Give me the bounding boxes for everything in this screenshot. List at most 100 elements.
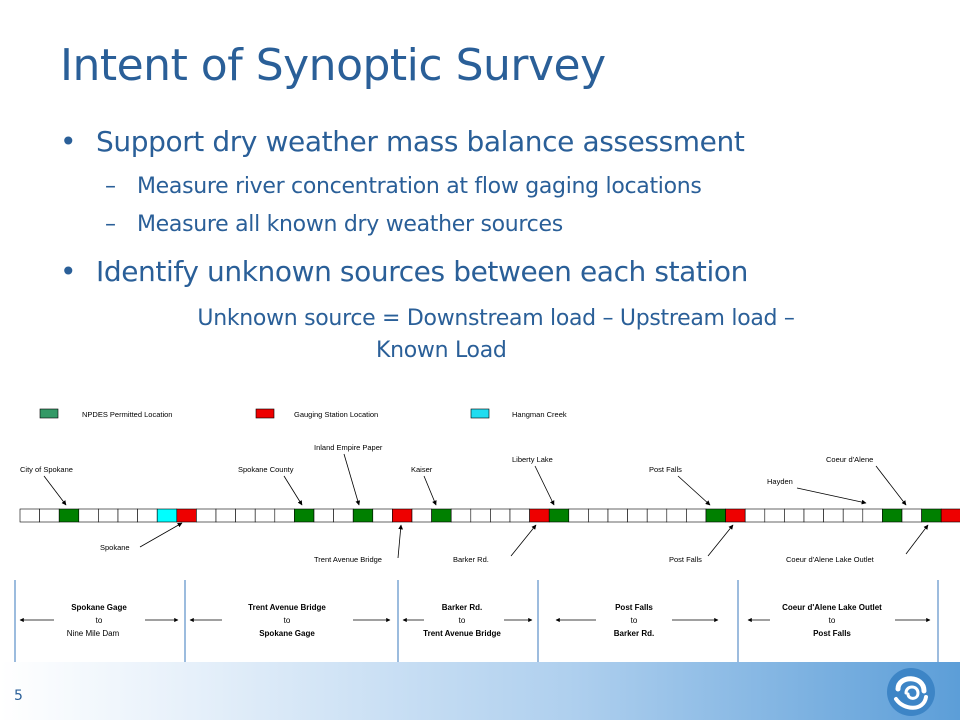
strip-cell bbox=[490, 508, 511, 523]
slide-title: Intent of Synoptic Survey bbox=[60, 40, 606, 91]
sub-bullet-2: – Measure all known dry weather sources bbox=[105, 212, 563, 237]
strip-cell bbox=[823, 508, 844, 523]
reach-3: Barker Rd. to Trent Avenue Bridge bbox=[402, 603, 533, 638]
arrow-post-falls-gauge bbox=[707, 524, 734, 557]
legend-swatch-hangman bbox=[470, 408, 490, 419]
strip-cell bbox=[842, 508, 864, 523]
page-number: 5 bbox=[14, 688, 23, 704]
strip-cell bbox=[39, 508, 60, 523]
reach-2-from: Trent Avenue Bridge bbox=[248, 603, 326, 612]
label-kaiser: Kaiser bbox=[411, 465, 433, 474]
strip-cell-npdes bbox=[58, 508, 80, 523]
reach-2-to-word: to bbox=[284, 616, 291, 625]
strip-cell bbox=[215, 508, 236, 523]
strip-cell-npdes bbox=[548, 508, 570, 523]
strip-cell bbox=[274, 508, 295, 523]
bullet-2: • Identify unknown sources between each … bbox=[60, 255, 748, 288]
reach-3-from: Barker Rd. bbox=[442, 603, 482, 612]
strip-cell bbox=[509, 508, 530, 523]
reach-3-to: Trent Avenue Bridge bbox=[423, 629, 501, 638]
strip-cell bbox=[372, 508, 393, 523]
strip-cell bbox=[666, 508, 687, 523]
arrow-coeur-d-alene bbox=[875, 465, 907, 506]
sub-bullet-dash: – bbox=[105, 174, 116, 199]
label-hayden: Hayden bbox=[767, 477, 793, 486]
arrow-kaiser bbox=[423, 475, 437, 506]
footer-gradient-bar bbox=[0, 662, 960, 720]
legend: NPDES Permitted Location Gauging Station… bbox=[39, 408, 567, 419]
label-inland-empire-paper: Inland Empire Paper bbox=[314, 443, 383, 452]
reach-5-to: Post Falls bbox=[813, 629, 851, 638]
strip-cell bbox=[450, 508, 472, 523]
reach-2: Trent Avenue Bridge to Spokane Gage bbox=[189, 603, 391, 638]
strip-cell-gauge bbox=[725, 508, 746, 523]
river-strip bbox=[19, 508, 960, 523]
label-liberty-lake: Liberty Lake bbox=[512, 455, 553, 464]
arrow-liberty-lake bbox=[534, 465, 555, 506]
arrow-city-of-spokane bbox=[43, 475, 67, 506]
reach-3-to-word: to bbox=[459, 616, 466, 625]
strip-cell bbox=[137, 508, 158, 523]
strip-cell bbox=[98, 508, 119, 523]
reach-1-to: Nine Mile Dam bbox=[67, 629, 120, 638]
strip-cell-hangman bbox=[156, 508, 178, 523]
reach-1-to-word: to bbox=[96, 616, 103, 625]
label-coeur-d-alene: Coeur d'Alene bbox=[826, 455, 873, 464]
formula-line-1: Unknown source = Downstream load – Upstr… bbox=[197, 306, 795, 331]
strip-cell bbox=[19, 508, 40, 523]
formula-line-2: Known Load bbox=[376, 338, 507, 363]
strip-cell-gauge bbox=[176, 508, 197, 523]
strip-cell-gauge bbox=[392, 508, 413, 523]
strip-cell bbox=[862, 508, 883, 523]
arrow-post-falls-npdes bbox=[677, 475, 711, 506]
strip-cell bbox=[588, 508, 609, 523]
label-spokane-county: Spokane County bbox=[238, 465, 294, 474]
reaches: Spokane Gage to Nine Mile Dam Trent Aven… bbox=[19, 603, 931, 638]
reach-separators bbox=[14, 580, 939, 662]
arrow-coeur-d-alene-lake-outlet bbox=[905, 524, 929, 555]
strip-cell bbox=[607, 508, 628, 523]
strip-cell-gauge bbox=[529, 508, 550, 523]
strip-cell-npdes bbox=[352, 508, 374, 523]
reach-5: Coeur d'Alene Lake Outlet to Post Falls bbox=[747, 603, 931, 638]
arrow-barker-rd bbox=[510, 524, 537, 557]
sub-bullet-1: – Measure river concentration at flow ga… bbox=[105, 174, 702, 199]
strip-cell bbox=[78, 508, 99, 523]
strip-cell bbox=[784, 508, 805, 523]
strip-cell-npdes bbox=[705, 508, 726, 523]
strip-cell bbox=[901, 508, 922, 523]
bullet-dot: • bbox=[60, 255, 77, 288]
strip-cell bbox=[803, 508, 824, 523]
reach-2-to: Spokane Gage bbox=[259, 629, 315, 638]
reach-4-to-word: to bbox=[631, 616, 638, 625]
strip-cell bbox=[646, 508, 668, 523]
strip-cell-npdes bbox=[431, 508, 452, 523]
strip-cell-npdes bbox=[921, 508, 942, 523]
bullet-2-text: Identify unknown sources between each st… bbox=[96, 255, 748, 288]
strip-cell bbox=[313, 508, 334, 523]
arrow-inland-empire-paper bbox=[343, 453, 361, 506]
label-coeur-d-alene-lake-outlet: Coeur d'Alene Lake Outlet bbox=[786, 555, 875, 564]
label-barker-rd: Barker Rd. bbox=[453, 555, 489, 564]
sub-bullet-1-text: Measure river concentration at flow gagi… bbox=[137, 174, 702, 199]
bullet-1: • Support dry weather mass balance asses… bbox=[60, 125, 745, 158]
reach-4: Post Falls to Barker Rd. bbox=[555, 603, 719, 638]
sub-bullet-2-text: Measure all known dry weather sources bbox=[137, 212, 563, 237]
label-trent-avenue-bridge: Trent Avenue Bridge bbox=[314, 555, 382, 564]
strip-cell bbox=[744, 508, 766, 523]
lower-gauge-labels: Spokane Trent Avenue Bridge Barker Rd. P… bbox=[100, 522, 929, 564]
arrow-trent-avenue-bridge bbox=[397, 524, 403, 559]
reach-4-to: Barker Rd. bbox=[614, 629, 654, 638]
legend-label-npdes: NPDES Permitted Location bbox=[82, 410, 172, 419]
org-logo-icon bbox=[887, 668, 935, 716]
bullet-1-text: Support dry weather mass balance assessm… bbox=[96, 125, 745, 158]
arrow-spokane bbox=[139, 522, 183, 548]
label-post-falls-npdes: Post Falls bbox=[649, 465, 682, 474]
legend-label-hangman: Hangman Creek bbox=[512, 410, 567, 419]
strip-cell bbox=[764, 508, 785, 523]
label-spokane: Spokane bbox=[100, 543, 130, 552]
strip-cell bbox=[235, 508, 256, 523]
arrow-spokane-county bbox=[283, 475, 303, 506]
strip-cell bbox=[686, 508, 707, 523]
